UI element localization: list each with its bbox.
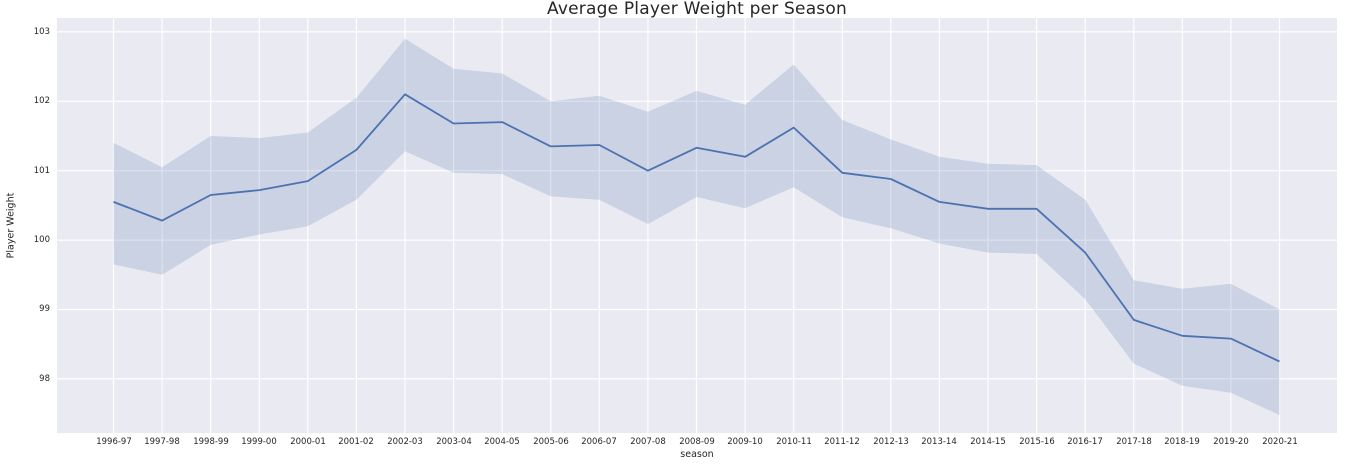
x-tick-label: 2005-06 bbox=[533, 437, 569, 447]
x-tick-label: 2016-17 bbox=[1067, 437, 1103, 447]
x-tick-label: 2000-01 bbox=[290, 437, 326, 447]
y-tick-label: 100 bbox=[33, 235, 50, 245]
x-tick-label: 2006-07 bbox=[581, 437, 617, 447]
x-tick-label: 2015-16 bbox=[1019, 437, 1055, 447]
y-tick-label: 101 bbox=[33, 166, 50, 176]
x-tick-label: 2009-10 bbox=[727, 437, 763, 447]
x-tick-label: 2014-15 bbox=[970, 437, 1006, 447]
x-tick-label: 1997-98 bbox=[144, 437, 180, 447]
y-tick-label: 99 bbox=[39, 304, 50, 314]
x-tick-label: 1998-99 bbox=[193, 437, 229, 447]
y-tick-label: 103 bbox=[33, 27, 50, 37]
x-tick-label: 1996-97 bbox=[96, 437, 132, 447]
confidence-band bbox=[113, 38, 1280, 416]
x-tick-label: 2002-03 bbox=[387, 437, 423, 447]
y-tick-label: 102 bbox=[33, 96, 50, 106]
x-tick-label: 2003-04 bbox=[436, 437, 472, 447]
x-tick-label: 2008-09 bbox=[679, 437, 715, 447]
x-tick-label: 1999-00 bbox=[241, 437, 277, 447]
y-axis-label: Player Weight bbox=[5, 192, 17, 259]
x-tick-label: 2019-20 bbox=[1213, 437, 1249, 447]
x-tick-label: 2011-12 bbox=[824, 437, 860, 447]
x-tick-label: 2020-21 bbox=[1262, 437, 1298, 447]
plot-area bbox=[57, 18, 1337, 433]
x-tick-label: 2001-02 bbox=[338, 437, 374, 447]
x-tick-label: 2018-19 bbox=[1164, 437, 1200, 447]
x-tick-label: 2017-18 bbox=[1116, 437, 1152, 447]
x-tick-label: 2012-13 bbox=[873, 437, 909, 447]
chart-title: Average Player Weight per Season bbox=[547, 0, 847, 19]
x-tick-label: 2007-08 bbox=[630, 437, 666, 447]
x-tick-label: 2004-05 bbox=[484, 437, 520, 447]
x-tick-label: 2010-11 bbox=[776, 437, 812, 447]
line-series bbox=[113, 93, 1280, 363]
y-tick-label: 98 bbox=[39, 374, 50, 384]
x-tick-label: 2013-14 bbox=[921, 437, 957, 447]
plot-svg bbox=[57, 18, 1337, 433]
x-axis-label: season bbox=[680, 449, 714, 460]
